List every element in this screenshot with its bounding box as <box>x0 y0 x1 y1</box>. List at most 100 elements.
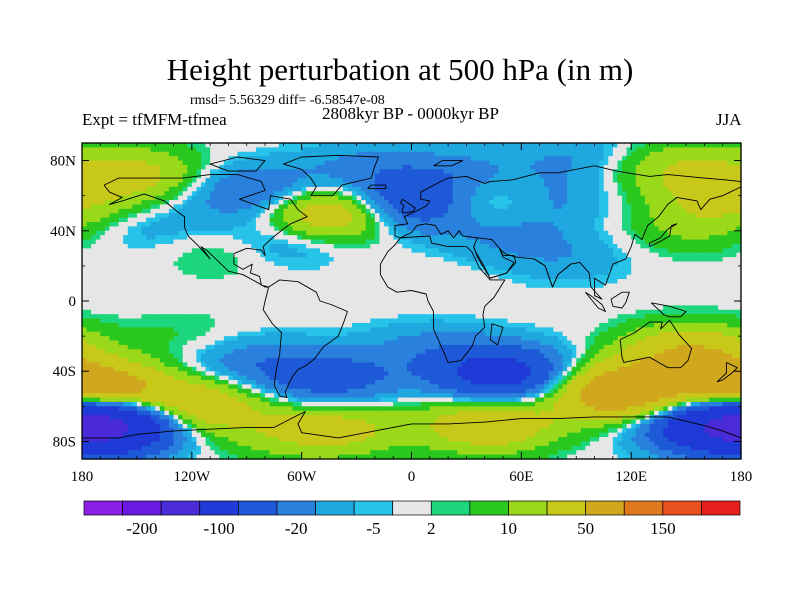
field-cell <box>178 235 184 241</box>
field-cell <box>466 265 472 271</box>
field-cell <box>608 261 614 267</box>
field-cell <box>324 164 330 170</box>
field-cell <box>379 156 385 162</box>
field-cell <box>246 252 252 258</box>
field-cell <box>562 164 568 170</box>
field-cell <box>521 143 527 148</box>
field-cell <box>200 230 207 236</box>
field-cell <box>567 143 573 148</box>
field-cell <box>438 191 445 197</box>
field-cell <box>438 208 445 214</box>
field-cell <box>521 151 527 157</box>
field-cell <box>736 195 742 201</box>
field-cell <box>155 200 161 206</box>
field-cell <box>530 243 536 249</box>
field-cell <box>649 270 655 276</box>
field-cell <box>205 186 211 192</box>
field-cell <box>164 143 170 148</box>
field-cell <box>489 147 495 153</box>
field-cell <box>255 248 262 254</box>
field-cell <box>658 173 664 179</box>
field-cell <box>649 222 655 227</box>
field-cell <box>104 257 111 263</box>
field-cell <box>631 274 637 280</box>
field-cell <box>306 147 312 153</box>
field-cell <box>599 178 605 184</box>
field-cell <box>503 274 509 280</box>
field-cell <box>255 239 262 245</box>
field-cell <box>361 200 367 206</box>
field-cell <box>631 147 637 153</box>
field-cell <box>123 208 129 214</box>
field-cell <box>635 208 641 214</box>
field-cell <box>388 261 394 267</box>
field-cell <box>608 235 614 241</box>
field-cell <box>553 195 559 201</box>
field-cell <box>695 287 701 293</box>
field-cell <box>452 261 458 267</box>
field-cell <box>196 200 202 206</box>
field-cell <box>393 169 399 175</box>
field-cell <box>310 248 316 254</box>
field-cell <box>699 226 705 232</box>
field-cell <box>686 169 692 175</box>
field-cell <box>535 252 541 258</box>
field-cell <box>319 200 326 206</box>
field-cell <box>649 217 655 223</box>
field-cell <box>406 195 413 201</box>
field-cell <box>635 182 641 188</box>
field-cell <box>493 248 500 254</box>
field-cell <box>567 248 573 254</box>
field-cell <box>168 265 175 271</box>
field-cell <box>86 191 92 197</box>
field-cell <box>292 287 298 293</box>
field-cell <box>278 160 284 166</box>
field-cell <box>452 292 458 298</box>
field-cell <box>686 279 692 285</box>
field-cell <box>365 252 371 258</box>
field-cell <box>484 191 490 197</box>
field-cell <box>118 243 124 249</box>
field-cell <box>342 186 349 192</box>
field-cell <box>324 182 330 188</box>
field-cell <box>114 279 120 285</box>
field-cell <box>654 239 660 245</box>
field-cell <box>681 252 687 258</box>
field-cell <box>338 164 344 170</box>
field-cell <box>644 147 651 153</box>
field-cell <box>512 151 518 157</box>
field-cell <box>713 270 719 276</box>
field-cell <box>374 226 381 232</box>
field-cell <box>727 156 733 162</box>
field-cell <box>356 169 362 175</box>
field-cell <box>713 265 719 271</box>
field-cell <box>100 243 106 249</box>
field-cell <box>640 147 646 153</box>
field-cell <box>132 143 138 148</box>
field-cell <box>260 230 266 236</box>
field-cell <box>713 208 719 214</box>
field-cell <box>493 274 500 280</box>
field-cell <box>297 160 303 166</box>
field-cell <box>237 283 243 289</box>
field-cell <box>704 182 710 188</box>
field-cell <box>132 213 138 219</box>
field-cell <box>315 156 321 162</box>
field-cell <box>676 186 683 192</box>
field-cell <box>214 248 220 254</box>
field-cell <box>150 160 156 166</box>
field-cell <box>114 191 120 197</box>
field-cell <box>388 235 394 241</box>
field-cell <box>667 270 673 276</box>
field-cell <box>173 261 179 267</box>
field-cell <box>393 248 399 254</box>
field-cell <box>214 257 220 263</box>
field-cell <box>324 292 330 298</box>
field-cell <box>333 222 339 227</box>
field-cell <box>379 195 385 201</box>
field-cell <box>416 226 422 232</box>
field-cell <box>274 257 280 263</box>
field-cell <box>269 226 275 232</box>
field-cell <box>663 191 669 197</box>
field-cell <box>402 287 408 293</box>
